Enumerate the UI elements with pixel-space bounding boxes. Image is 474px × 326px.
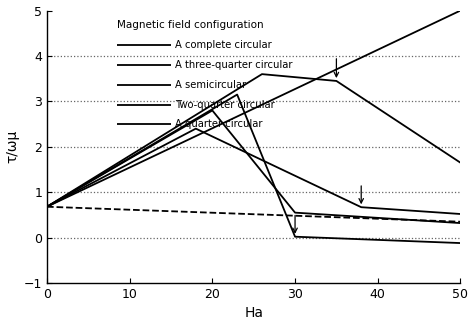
Text: A semicircular: A semicircular [175, 81, 246, 91]
X-axis label: Ha: Ha [244, 306, 263, 320]
Y-axis label: τ/ωμ: τ/ωμ [6, 130, 19, 163]
Text: Two-quarter circular: Two-quarter circular [175, 99, 275, 110]
Text: Magnetic field configuration: Magnetic field configuration [117, 20, 264, 30]
Text: A three-quarter circular: A three-quarter circular [175, 60, 292, 70]
Text: A complete circular: A complete circular [175, 40, 272, 50]
Text: A quarter circular: A quarter circular [175, 119, 263, 129]
